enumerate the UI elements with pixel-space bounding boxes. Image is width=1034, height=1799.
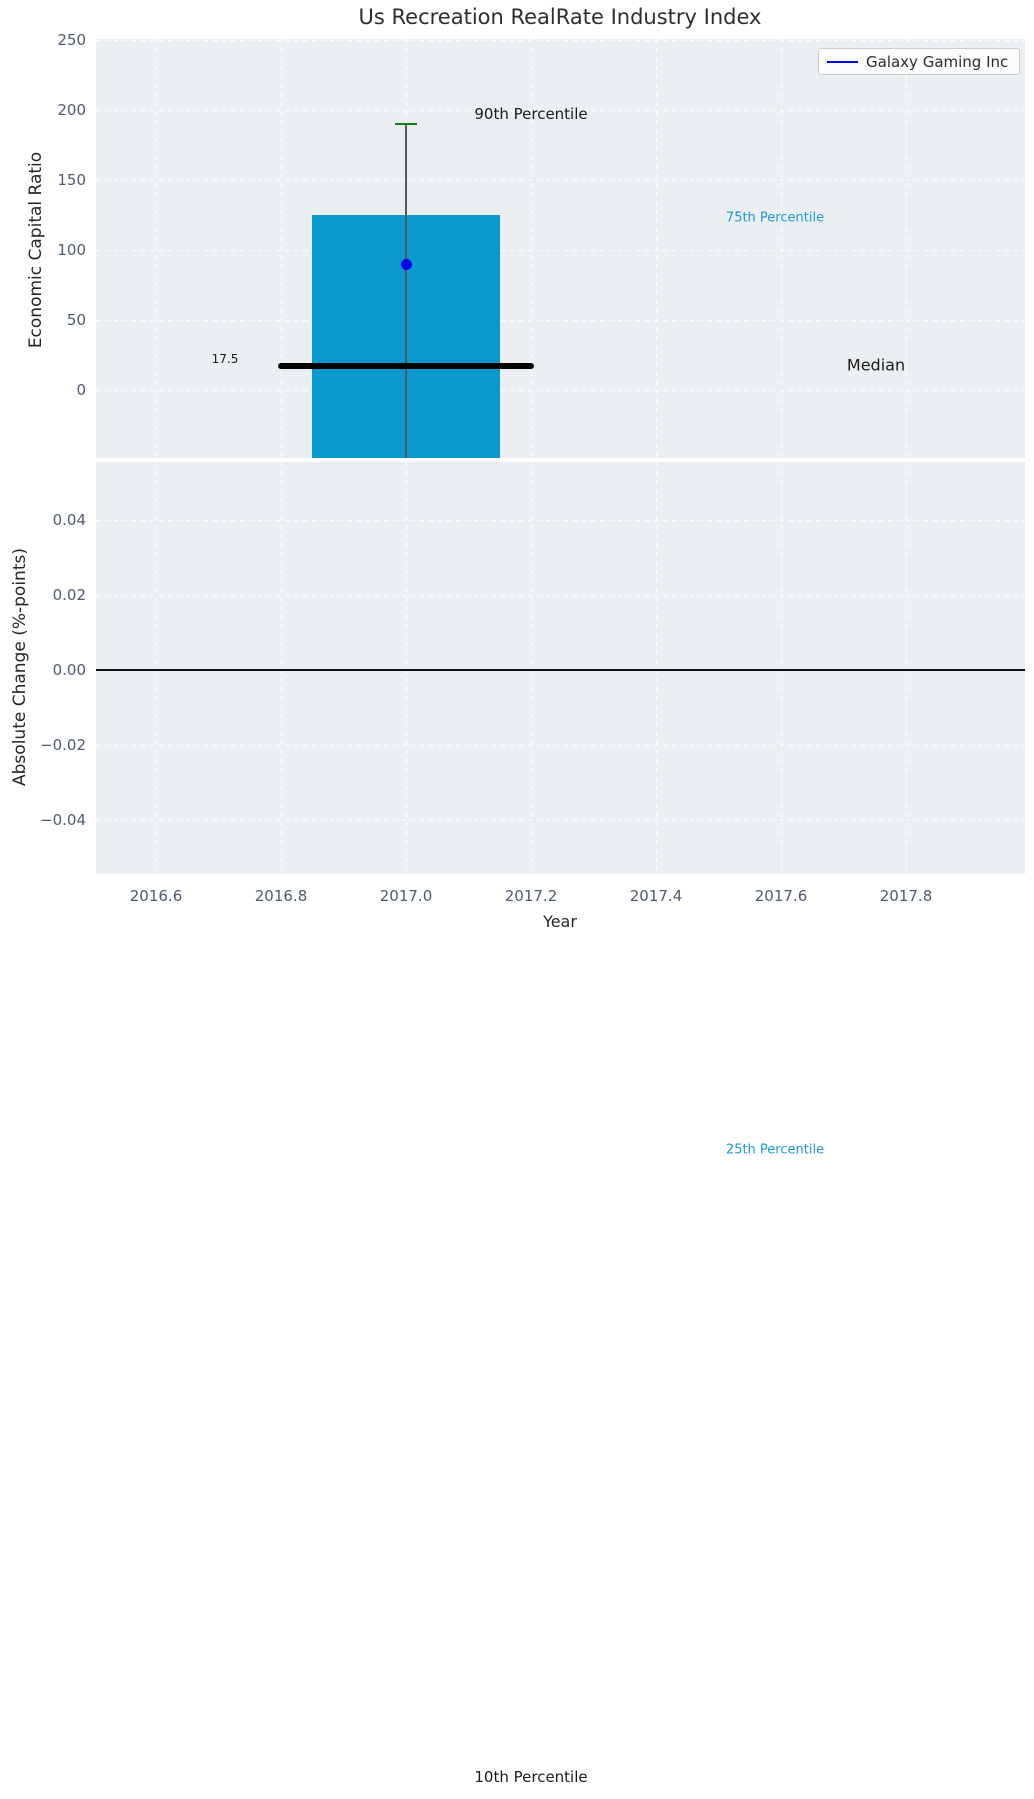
gridline-vertical xyxy=(656,462,657,874)
zero-line xyxy=(96,669,1025,671)
gridline-horizontal xyxy=(96,595,1025,596)
gridline-vertical xyxy=(281,39,282,458)
annotation-median-value: 17.5 xyxy=(211,351,239,366)
gridline-vertical xyxy=(781,39,782,458)
annotation-p90: 90th Percentile xyxy=(474,105,588,123)
xtick-label: 2016.8 xyxy=(254,887,308,905)
ytick-label: −0.04 xyxy=(40,811,86,829)
whisker-line xyxy=(405,124,407,458)
ytick-label: 0.02 xyxy=(52,586,86,604)
gridline-vertical xyxy=(406,462,407,874)
legend-entry-label: Galaxy Gaming Inc xyxy=(866,52,1009,71)
ytick-label: 250 xyxy=(57,31,86,49)
subplot-absolute-change xyxy=(96,462,1025,874)
ytick-label: 0 xyxy=(76,381,86,399)
gridline-vertical xyxy=(906,462,907,874)
ytick-label: 200 xyxy=(57,101,86,119)
xtick-label: 2017.0 xyxy=(379,887,433,905)
annotation-median: Median xyxy=(846,355,906,374)
gridline-vertical xyxy=(531,462,532,874)
x-axis-label-year: Year xyxy=(543,912,577,931)
xtick-label: 2017.6 xyxy=(754,887,808,905)
gridline-vertical xyxy=(531,39,532,458)
annotation-p10: 10th Percentile xyxy=(474,1768,588,1787)
legend-line-swatch xyxy=(827,60,858,63)
xtick-label: 2017.8 xyxy=(879,887,933,905)
gridline-horizontal xyxy=(96,745,1025,746)
gridline-horizontal xyxy=(96,520,1025,521)
median-line xyxy=(277,362,535,369)
ytick-label: 50 xyxy=(66,311,86,329)
gridline-horizontal xyxy=(96,40,1025,41)
xtick-label: 2017.4 xyxy=(629,887,683,905)
gridline-vertical xyxy=(781,462,782,874)
gridline-vertical xyxy=(281,462,282,874)
gridline-vertical xyxy=(156,39,157,458)
ytick-label: 100 xyxy=(57,241,86,259)
ytick-label: 150 xyxy=(57,171,86,189)
gridline-vertical xyxy=(156,462,157,874)
chart-title: Us Recreation RealRate Industry Index xyxy=(358,5,762,29)
gridline-horizontal xyxy=(96,390,1025,391)
ytick-label: 0.04 xyxy=(52,511,86,529)
gridline-vertical xyxy=(906,39,907,458)
p90-cap xyxy=(395,122,417,126)
gridline-horizontal xyxy=(96,180,1025,181)
xtick-label: 2017.2 xyxy=(504,887,558,905)
gridline-vertical xyxy=(656,39,657,458)
xtick-label: 2016.6 xyxy=(129,887,183,905)
gridline-horizontal xyxy=(96,320,1025,321)
subplot-economic-capital-ratio xyxy=(96,39,1025,458)
company-data-point xyxy=(400,258,412,270)
annotation-p25: 25th Percentile xyxy=(725,1142,825,1158)
ytick-label: −0.02 xyxy=(40,736,86,754)
legend: Galaxy Gaming Inc xyxy=(818,48,1020,75)
gridline-horizontal xyxy=(96,110,1025,111)
gridline-horizontal xyxy=(96,820,1025,821)
annotation-p75: 75th Percentile xyxy=(725,210,825,226)
gridline-horizontal xyxy=(96,250,1025,251)
ytick-label: 0.00 xyxy=(52,661,86,679)
